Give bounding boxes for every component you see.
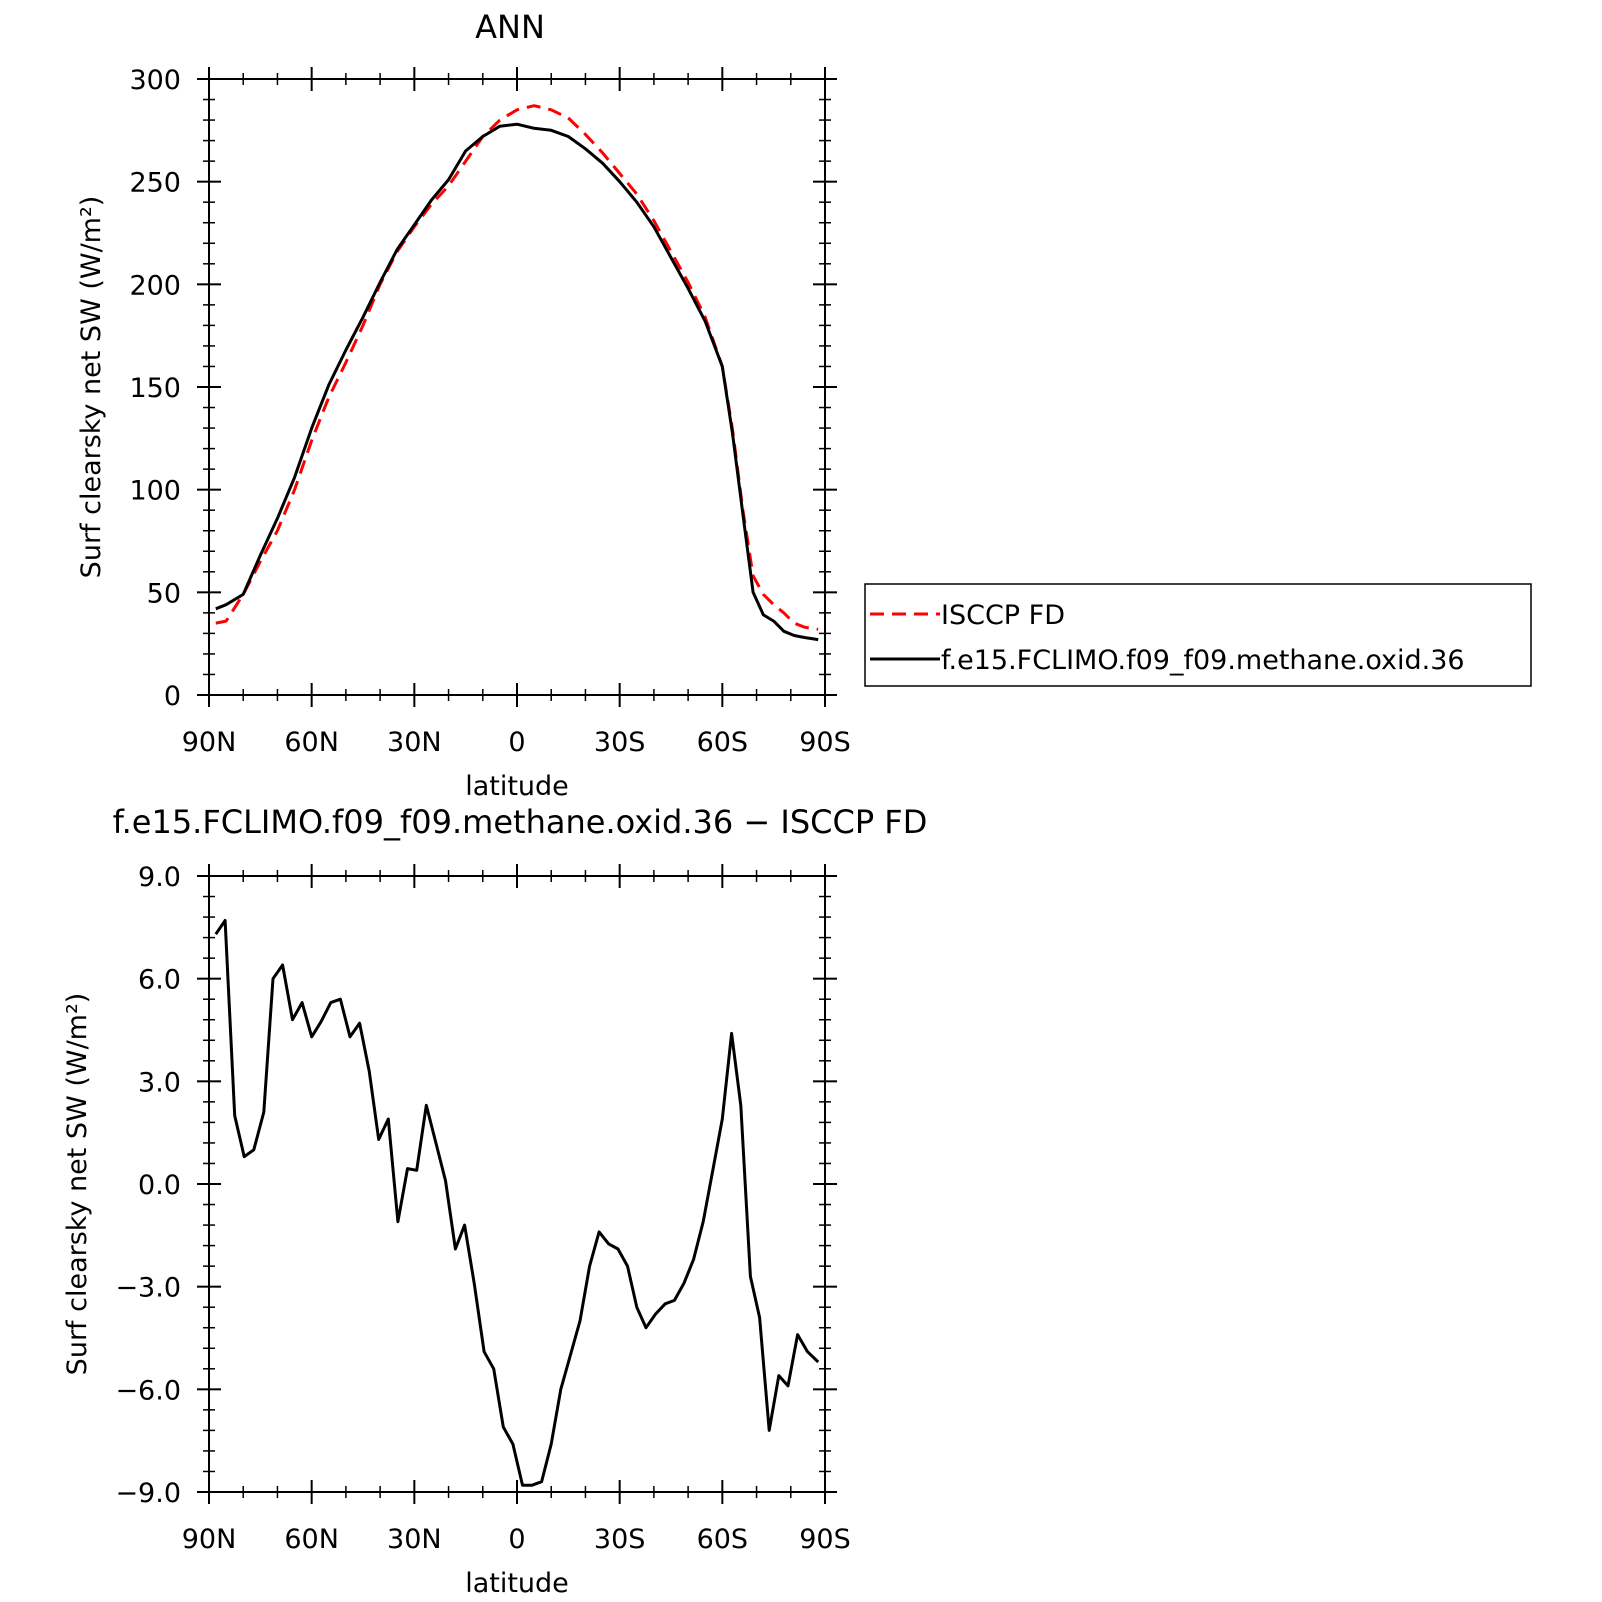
bottom-series-line-0 [214, 919, 820, 1487]
legend: ISCCP FD f.e15.FCLIMO.f09_f09.methane.ox… [864, 583, 1532, 687]
bottom-y-axis-label: Surf clearsky net SW (W/m²) [62, 993, 93, 1376]
top-y-tick-label: 200 [129, 270, 181, 301]
top-y-tick-label: 0 [164, 681, 181, 712]
legend-box [864, 583, 1532, 687]
bottom-x-tick-label: 30N [387, 1524, 442, 1555]
bottom-x-axis-label: latitude [465, 1568, 569, 1599]
top-panel: ANN 90N 60N 30N 0 30S 60S 90S 0 50 100 150 200 250 30… [76, 8, 851, 802]
top-chart-ticks [197, 67, 837, 707]
top-x-tick-label: 30S [594, 727, 646, 758]
bottom-plot-frame [208, 875, 826, 1493]
bottom-y-tick-label: −6.0 [115, 1375, 181, 1406]
bottom-x-tick-label: 90S [799, 1524, 851, 1555]
top-y-tick-label: 50 [147, 578, 181, 609]
top-y-tick-label: 250 [129, 168, 181, 199]
top-plot-frame [208, 78, 826, 696]
top-x-tick-label: 60N [284, 727, 339, 758]
top-x-axis-label: latitude [465, 771, 569, 802]
top-series-line-1 [215, 122, 819, 642]
top-x-tick-label: 90N [182, 727, 237, 758]
bottom-y-tick-label: −9.0 [115, 1478, 181, 1509]
bottom-x-tick-label: 0 [508, 1524, 525, 1555]
bottom-y-tick-label: 0.0 [138, 1170, 181, 1201]
bottom-chart-series [214, 919, 820, 1487]
legend-label-model: f.e15.FCLIMO.f09_f09.methane.oxid.36 [941, 645, 1465, 676]
top-x-tick-label: 0 [508, 727, 525, 758]
bottom-y-tick-label: −3.0 [115, 1273, 181, 1304]
bottom-chart-tick-labels: 90N 60N 30N 0 30S 60S 90S −9.0 −6.0 −3.0 0.0 3.0 6.0… [115, 862, 850, 1555]
bottom-x-tick-label: 60S [697, 1524, 749, 1555]
top-x-tick-label: 60S [697, 727, 749, 758]
top-y-tick-label: 300 [129, 65, 181, 96]
legend-label-isccp: ISCCP FD [941, 600, 1065, 631]
bottom-y-tick-label: 6.0 [138, 965, 181, 996]
bottom-chart-ticks [197, 864, 837, 1504]
top-x-tick-label: 90S [799, 727, 851, 758]
bottom-panel: f.e15.FCLIMO.f09_f09.methane.oxid.36 − I… [62, 803, 927, 1599]
top-x-tick-label: 30N [387, 727, 442, 758]
bottom-chart-title: f.e15.FCLIMO.f09_f09.methane.oxid.36 − I… [113, 803, 928, 841]
top-chart-title: ANN [475, 8, 545, 46]
top-y-tick-label: 100 [129, 476, 181, 507]
bottom-x-tick-label: 30S [594, 1524, 646, 1555]
bottom-x-tick-label: 90N [182, 1524, 237, 1555]
top-chart-series [215, 104, 819, 642]
top-chart-tick-labels: 90N 60N 30N 0 30S 60S 90S 0 50 100 150 200 250 300 [129, 65, 850, 758]
top-y-axis-label: Surf clearsky net SW (W/m²) [76, 196, 107, 579]
bottom-x-tick-label: 60N [284, 1524, 339, 1555]
top-series-line-0 [215, 104, 819, 631]
bottom-y-tick-label: 3.0 [138, 1067, 181, 1098]
top-y-tick-label: 150 [129, 373, 181, 404]
bottom-y-tick-label: 9.0 [138, 862, 181, 893]
